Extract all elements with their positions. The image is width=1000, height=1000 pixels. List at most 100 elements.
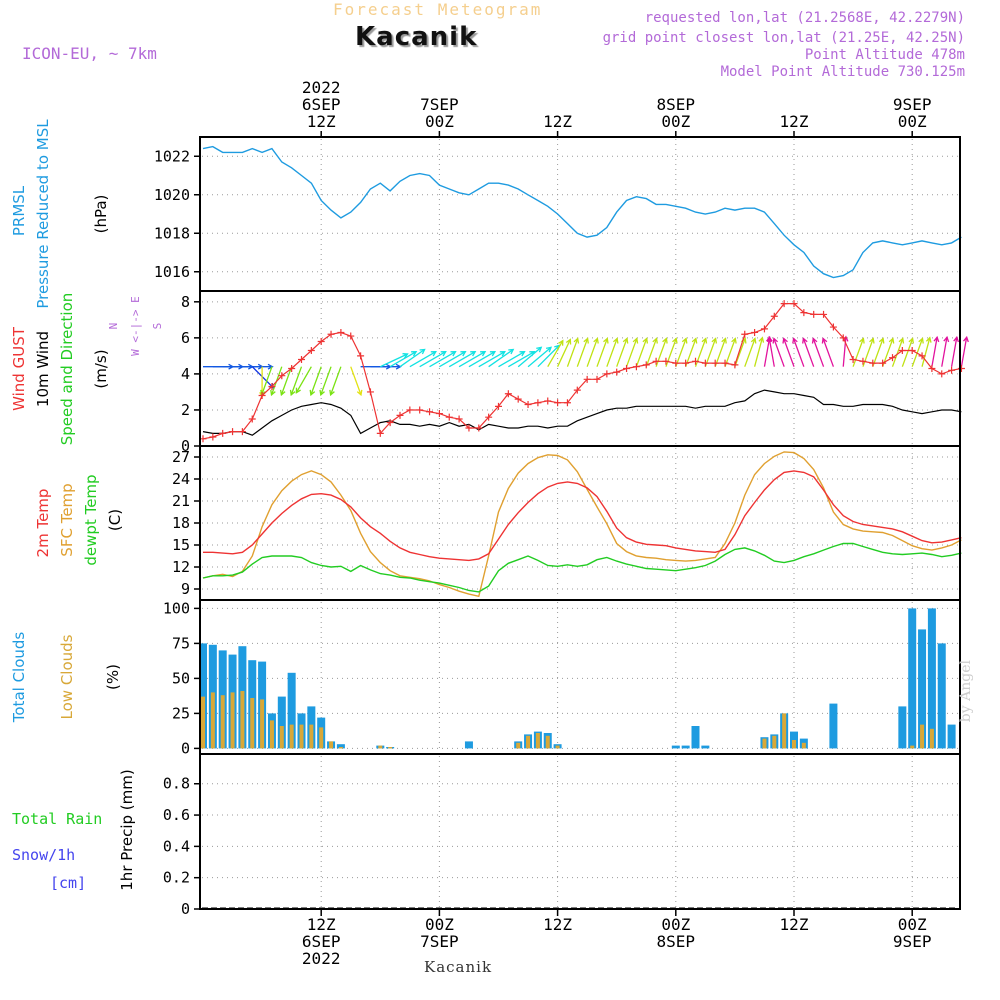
wind-gust-point: [898, 346, 906, 354]
low-cloud-bar: [210, 692, 215, 749]
wind-gust-point: [229, 428, 237, 436]
temp-2m-label: 2m Temp: [34, 489, 52, 558]
wind-arrow: [290, 366, 303, 396]
snow-legend: Snow/1h: [12, 846, 75, 864]
wind-gust-point: [682, 359, 690, 367]
low-cloud-bar: [378, 745, 383, 749]
wind-arrow: [655, 338, 667, 367]
wind-speed-dir-label: Speed and Direction: [58, 293, 76, 446]
total-cloud-bar: [927, 608, 936, 749]
y-tick-label: 25: [172, 704, 190, 722]
time-label: 00Z: [425, 112, 454, 131]
wind-arrow: [429, 351, 456, 368]
time-label: 00Z: [898, 915, 927, 934]
wind-gust-point: [829, 323, 837, 331]
pressure-unit: (hPa): [92, 195, 110, 234]
time-label: 7SEP: [420, 932, 459, 951]
wind-gust-point: [298, 355, 305, 363]
low-cloud-bar: [910, 745, 915, 749]
total-cloud-bar: [277, 696, 286, 749]
wind-gust-point: [475, 424, 483, 432]
low-cloud-bar: [201, 696, 205, 749]
precip-y-axis: 0 0.2 0.4 0.6 0.8: [163, 775, 200, 918]
low-cloud-bar: [299, 724, 304, 749]
wind-arrow: [911, 338, 924, 367]
wind-arrow: [566, 338, 579, 367]
wind-arrow: [852, 338, 864, 367]
wind-arrowhead: [925, 336, 932, 343]
wind-gust-point: [426, 408, 434, 416]
wind-arrow: [280, 366, 293, 396]
total-cloud-bar: [681, 745, 690, 749]
wind-gust-point: [563, 399, 571, 407]
wind-arrowhead: [267, 363, 274, 370]
wind-arrow: [330, 366, 342, 396]
wind-arrowhead: [402, 353, 409, 359]
wind-arrow: [527, 346, 552, 368]
wind-gust-point: [465, 424, 473, 432]
total-cloud-bar: [671, 745, 680, 749]
pressure-label-prmsl: PRMSL: [10, 185, 28, 236]
wind-arrowhead: [766, 335, 773, 343]
wind-arrowhead: [731, 337, 737, 344]
wind-arrow: [812, 338, 825, 367]
plot-area: [200, 137, 960, 909]
wind-gust-point: [859, 357, 867, 365]
wind-arrow: [783, 338, 795, 367]
low-cloud-bar: [792, 740, 796, 749]
compass-label: S: [151, 323, 164, 330]
wind-arrowhead: [419, 348, 426, 355]
wind-gust-point: [406, 406, 414, 414]
wind-arrow: [488, 348, 514, 368]
temp-y-axis: 9 12 15 18 21 24 27: [172, 448, 200, 598]
compass-label: W <-|-> E: [129, 296, 142, 356]
wind-arrows: [203, 335, 969, 399]
wind-arrowhead: [918, 337, 924, 344]
wind-gust-point: [652, 357, 660, 365]
watermark: by Angel: [958, 660, 974, 723]
wind-arrowhead: [672, 337, 678, 344]
wind-arrow: [537, 345, 560, 368]
wind-arrowhead: [802, 337, 808, 344]
wind-arrowhead: [309, 389, 316, 397]
total-cloud-bar: [908, 608, 917, 749]
pressure-y-axis: 1016 1018 1020 1022: [154, 147, 200, 281]
time-label: 2022: [302, 949, 341, 968]
wind-arrow: [675, 338, 687, 367]
wind-arrowhead: [792, 337, 798, 344]
y-tick-label: 0.4: [163, 837, 190, 855]
wind-arrow: [724, 338, 736, 367]
y-tick-label: 1020: [154, 186, 190, 204]
wind-gust-point: [554, 399, 562, 407]
wind-arrowhead: [480, 351, 487, 357]
wind-10m-label: 10m Wind: [34, 331, 52, 407]
model-label: ICON-EU, ~ 7km: [22, 44, 157, 63]
low-cloud-bar: [220, 695, 225, 749]
y-tick-label: 0: [181, 900, 190, 918]
y-tick-label: 9: [181, 580, 190, 598]
wind-arrow: [576, 338, 589, 367]
wind-gust-point: [357, 352, 365, 360]
time-label: 00Z: [425, 915, 454, 934]
wind-arrow: [419, 351, 447, 368]
wind-arrowhead: [440, 351, 447, 357]
time-label: 12Z: [307, 915, 336, 934]
wind-gust-point: [908, 346, 916, 354]
wind-arrowhead: [289, 389, 296, 397]
clouds-y-axis: 0 25 50 75 100: [163, 599, 200, 757]
low-cloud-bar: [782, 713, 787, 749]
y-tick-label: 24: [172, 470, 190, 488]
wind-gust-point: [573, 386, 581, 394]
wind-gust-point: [396, 411, 404, 419]
low-clouds-label: Low Clouds: [58, 634, 76, 719]
wind-arrowhead: [821, 337, 828, 344]
forecast-title: Forecast Meteogram: [333, 0, 543, 19]
wind-arrow: [439, 351, 466, 368]
y-tick-label: 0: [181, 437, 190, 455]
wind-arrowhead: [622, 337, 629, 344]
wind-arrowhead: [470, 351, 477, 357]
wind-gust-point: [327, 330, 335, 338]
wind-arrowhead: [545, 346, 553, 353]
wind-arrow: [399, 348, 425, 368]
y-tick-label: 8: [181, 293, 190, 311]
